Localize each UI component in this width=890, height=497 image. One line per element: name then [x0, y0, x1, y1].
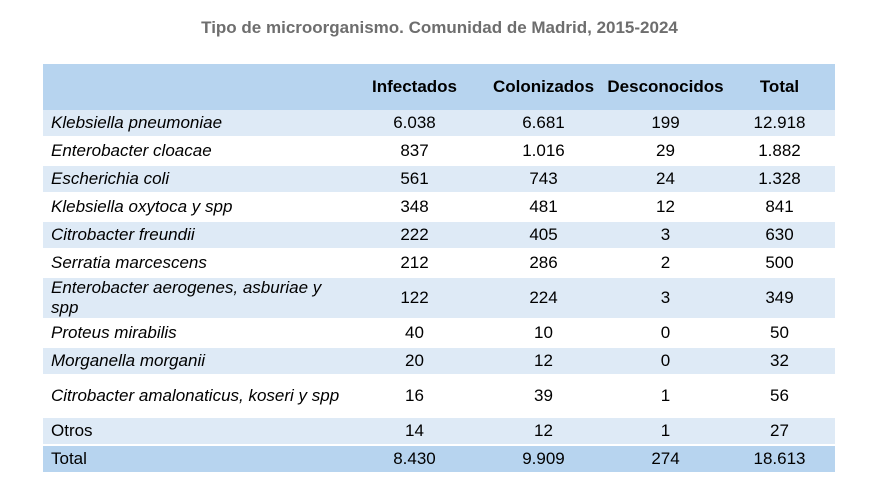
- cell-infectados: 6.038: [349, 110, 480, 138]
- header-empty: [43, 64, 349, 110]
- row-name: Serratia marcescens: [43, 249, 349, 278]
- cell-desconocidos: 0: [607, 347, 724, 376]
- row-name: Proteus mirabilis: [43, 319, 349, 348]
- cell-desconocidos: 29: [607, 137, 724, 166]
- cell-colonizados: 39: [480, 375, 607, 418]
- cell-colonizados: 12: [480, 347, 607, 376]
- table-row: Escherichia coli 561 743 24 1.328: [43, 165, 835, 194]
- total-infectados: 8.430: [349, 445, 480, 474]
- table-row: Proteus mirabilis 40 10 0 50: [43, 319, 835, 348]
- row-name: Citrobacter freundii: [43, 221, 349, 250]
- row-name: Morganella morganii: [43, 347, 349, 376]
- cell-total: 349: [724, 277, 835, 320]
- cell-infectados: 16: [349, 375, 480, 418]
- cell-desconocidos: 199: [607, 110, 724, 138]
- table-row: Citrobacter freundii 222 405 3 630: [43, 221, 835, 250]
- cell-infectados: 222: [349, 221, 480, 250]
- cell-desconocidos: 0: [607, 319, 724, 348]
- row-name: Otros: [43, 417, 349, 446]
- cell-total: 1.882: [724, 137, 835, 166]
- cell-infectados: 561: [349, 165, 480, 194]
- total-label: Total: [43, 445, 349, 474]
- table-row: Serratia marcescens 212 286 2 500: [43, 249, 835, 278]
- row-name: Klebsiella pneumoniae: [43, 110, 349, 138]
- header-total: Total: [724, 64, 835, 110]
- cell-total: 1.328: [724, 165, 835, 194]
- total-total: 18.613: [724, 445, 835, 474]
- row-name: Klebsiella oxytoca y spp: [43, 193, 349, 222]
- total-desconocidos: 274: [607, 445, 724, 474]
- cell-colonizados: 10: [480, 319, 607, 348]
- cell-colonizados: 405: [480, 221, 607, 250]
- cell-infectados: 348: [349, 193, 480, 222]
- row-name: Citrobacter amalonaticus, koseri y spp: [43, 375, 349, 418]
- cell-total: 841: [724, 193, 835, 222]
- cell-colonizados: 6.681: [480, 110, 607, 138]
- cell-colonizados: 12: [480, 417, 607, 446]
- header-row: Infectados Colonizados Desconocidos Tota…: [43, 64, 835, 110]
- cell-infectados: 122: [349, 277, 480, 320]
- total-colonizados: 9.909: [480, 445, 607, 474]
- cell-total: 32: [724, 347, 835, 376]
- cell-infectados: 20: [349, 347, 480, 376]
- header-desconocidos: Desconocidos: [607, 64, 724, 110]
- cell-total: 56: [724, 375, 835, 418]
- cell-colonizados: 286: [480, 249, 607, 278]
- cell-colonizados: 1.016: [480, 137, 607, 166]
- table-row: Klebsiella pneumoniae 6.038 6.681 199 12…: [43, 110, 835, 138]
- cell-desconocidos: 1: [607, 417, 724, 446]
- cell-desconocidos: 3: [607, 277, 724, 320]
- cell-total: 500: [724, 249, 835, 278]
- cell-infectados: 40: [349, 319, 480, 348]
- cell-infectados: 14: [349, 417, 480, 446]
- header-colonizados: Colonizados: [480, 64, 607, 110]
- cell-desconocidos: 1: [607, 375, 724, 418]
- cell-total: 630: [724, 221, 835, 250]
- table-row: Enterobacter aerogenes, asburiae y spp 1…: [43, 277, 835, 320]
- cell-infectados: 837: [349, 137, 480, 166]
- table-row: Klebsiella oxytoca y spp 348 481 12 841: [43, 193, 835, 222]
- cell-colonizados: 224: [480, 277, 607, 320]
- total-row: Total 8.430 9.909 274 18.613: [43, 445, 835, 474]
- cell-colonizados: 481: [480, 193, 607, 222]
- table-title: Tipo de microorganismo. Comunidad de Mad…: [201, 18, 678, 37]
- cell-total: 27: [724, 417, 835, 446]
- cell-desconocidos: 24: [607, 165, 724, 194]
- cell-desconocidos: 12: [607, 193, 724, 222]
- cell-colonizados: 743: [480, 165, 607, 194]
- table-row: Morganella morganii 20 12 0 32: [43, 347, 835, 376]
- row-name: Escherichia coli: [43, 165, 349, 194]
- cell-total: 12.918: [724, 110, 835, 138]
- cell-total: 50: [724, 319, 835, 348]
- table-row: Enterobacter cloacae 837 1.016 29 1.882: [43, 137, 835, 166]
- table-row: Citrobacter amalonaticus, koseri y spp 1…: [43, 375, 835, 418]
- cell-desconocidos: 3: [607, 221, 724, 250]
- header-infectados: Infectados: [349, 64, 480, 110]
- cell-infectados: 212: [349, 249, 480, 278]
- table-row: Otros 14 12 1 27: [43, 417, 835, 446]
- cell-desconocidos: 2: [607, 249, 724, 278]
- row-name: Enterobacter aerogenes, asburiae y spp: [43, 277, 349, 320]
- microorganism-table: Infectados Colonizados Desconocidos Tota…: [43, 64, 835, 474]
- row-name: Enterobacter cloacae: [43, 137, 349, 166]
